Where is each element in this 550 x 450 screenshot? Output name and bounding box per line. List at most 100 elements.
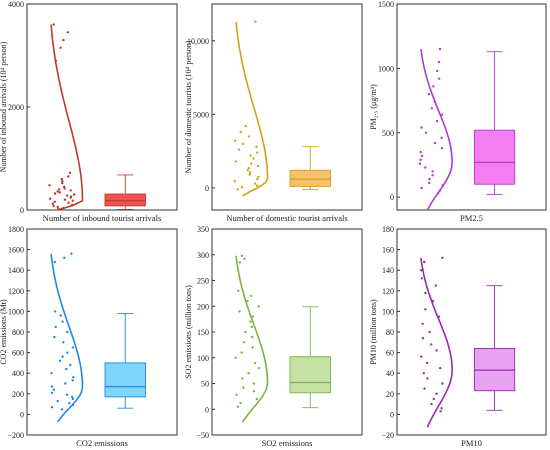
data-point: [435, 120, 439, 123]
data-point: [438, 47, 442, 51]
data-point: [441, 184, 444, 187]
data-point: [420, 269, 423, 272]
data-point: [432, 85, 435, 88]
data-point: [419, 150, 422, 154]
data-point: [61, 320, 64, 323]
data-point: [71, 397, 75, 401]
data-point: [50, 406, 54, 409]
data-point: [438, 77, 441, 80]
data-point: [251, 335, 254, 339]
x-axis-label: Number of inbound tourist arrivals: [43, 213, 162, 223]
data-point: [431, 170, 434, 173]
y-tick-label: 1800: [8, 225, 24, 234]
y-axis-label: PM₂.₅ (μg/m³): [369, 84, 378, 130]
data-point: [58, 359, 62, 362]
data-point: [71, 199, 75, 202]
y-tick-label: 120: [382, 287, 394, 296]
data-point: [70, 252, 73, 255]
data-point: [431, 174, 434, 177]
data-point: [67, 201, 70, 204]
y-tick-label: −20: [381, 431, 394, 440]
data-point: [251, 315, 254, 318]
y-tick-label: 60: [386, 349, 394, 358]
panel-4: −200 0 200 400 600 800 1000 1200 1400 1600 1800 CO2…: [0, 225, 178, 448]
data-point: [68, 171, 72, 175]
y-axis-label: PM10 (million tons): [369, 299, 378, 365]
y-tick-label: 0: [205, 184, 209, 193]
data-point: [65, 393, 69, 396]
data-point: [58, 191, 61, 194]
data-point: [243, 257, 246, 261]
data-point: [233, 139, 237, 142]
data-point: [237, 148, 241, 151]
data-point: [233, 180, 236, 183]
data-point: [435, 392, 438, 395]
y-tick-label: 150: [197, 328, 209, 337]
data-point: [66, 330, 69, 334]
box: [474, 129, 516, 185]
y-axis-label: SO2 emissions (million tons): [184, 285, 193, 379]
y-tick-label: 300: [197, 251, 209, 260]
density-curve: [235, 21, 269, 197]
data-point: [71, 395, 74, 399]
panel-1: 0 2000 4000 Number of inbound arrivals (10⁴…: [0, 0, 178, 223]
data-point: [433, 100, 437, 104]
data-point: [424, 291, 427, 295]
data-point: [65, 367, 68, 371]
y-tick-label: 1500: [378, 0, 394, 9]
data-point: [50, 391, 54, 394]
data-point: [51, 202, 55, 205]
data-point: [236, 188, 239, 191]
plot-frame: [211, 3, 363, 211]
x-axis-label: Number of domestic tourist arrivals: [226, 213, 347, 223]
data-point: [430, 343, 433, 346]
data-point: [56, 399, 59, 403]
y-tick-label: 0: [390, 410, 394, 419]
data-point: [239, 401, 242, 405]
data-point: [60, 177, 63, 181]
data-point: [440, 113, 444, 116]
data-point: [248, 171, 252, 174]
data-point: [241, 142, 245, 145]
y-tick-label: 2000: [8, 103, 24, 112]
y-tick-label: 5000: [193, 110, 209, 119]
y-tick-label: 4000: [8, 0, 24, 9]
y-tick-label: 250: [197, 277, 209, 286]
data-point: [63, 256, 66, 259]
y-tick-label: 800: [12, 328, 24, 337]
plot-frame: [211, 228, 363, 436]
density-curve: [420, 257, 453, 428]
y-tick-label: −200: [7, 431, 24, 440]
data-point: [57, 207, 60, 211]
y-tick-label: 400: [12, 369, 24, 378]
plot-frame: [396, 3, 547, 211]
data-point: [441, 256, 444, 259]
data-point: [439, 410, 442, 413]
panel-6: −20 0 20 40 60 80 100 120 140 160 180 PM10 (million…: [369, 225, 547, 448]
data-point: [420, 154, 424, 158]
data-point: [440, 147, 444, 150]
y-axis-label: Number of inbound arrivals (10⁴ person): [0, 41, 8, 172]
data-point: [428, 181, 431, 185]
data-point: [239, 130, 242, 134]
y-tick-label: 350: [197, 225, 209, 234]
y-tick-label: 0: [20, 410, 24, 419]
data-point: [244, 124, 247, 128]
plot-frame: [396, 228, 547, 436]
data-point: [66, 31, 70, 34]
data-point: [420, 277, 423, 280]
y-tick-label: 1200: [8, 287, 24, 296]
data-point: [430, 107, 433, 110]
data-point: [69, 363, 72, 367]
density-curve: [50, 253, 84, 423]
data-point: [257, 175, 260, 179]
data-point: [59, 46, 62, 49]
data-point: [434, 284, 437, 287]
y-tick-label: 1600: [8, 246, 24, 255]
data-point: [71, 346, 75, 349]
data-point: [72, 376, 75, 379]
data-point: [248, 173, 251, 176]
data-point: [242, 386, 245, 389]
data-point: [435, 349, 438, 352]
